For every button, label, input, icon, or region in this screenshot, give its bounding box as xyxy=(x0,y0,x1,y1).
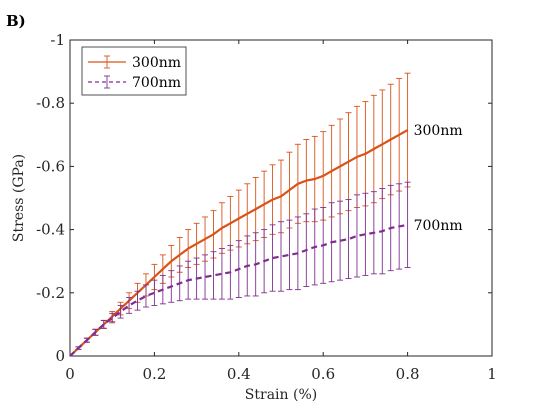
x-tick-label: 0 xyxy=(65,365,75,383)
legend-box xyxy=(81,46,187,96)
series-annotation: 300nm xyxy=(414,123,463,139)
y-axis-title: Stress (GPa) xyxy=(11,154,27,242)
x-tick-label: 0.8 xyxy=(396,365,420,383)
series-300nm xyxy=(69,72,411,357)
y-tick-label: -0.6 xyxy=(36,157,65,175)
x-axis-title: Strain (%) xyxy=(245,387,317,403)
x-axis: 0 0.2 0.4 0.6 0.8 1 xyxy=(65,40,497,383)
series-layer xyxy=(69,72,411,357)
series-annotation: 700nm xyxy=(414,218,463,234)
series-700nm xyxy=(69,181,411,357)
y-tick-label: -0.8 xyxy=(36,94,65,112)
x-tick-label: 0.4 xyxy=(227,365,251,383)
x-tick-label: 0.2 xyxy=(142,365,166,383)
legend-label: 300nm xyxy=(132,55,181,71)
y-tick-label: -1 xyxy=(50,31,65,49)
y-tick-label: -0.2 xyxy=(36,284,65,302)
legend-label: 700nm xyxy=(132,75,181,91)
y-tick-label: 0 xyxy=(55,347,65,365)
legend-entry: 700nm xyxy=(88,75,181,91)
x-tick-label: 0.6 xyxy=(311,365,335,383)
series-line xyxy=(69,223,408,357)
series-line xyxy=(69,129,409,357)
series-annotations: 300nm 700nm xyxy=(414,123,463,234)
legend: 300nm 700nm xyxy=(81,46,187,96)
panel-label: B) xyxy=(6,12,26,30)
x-tick-label: 1 xyxy=(487,365,497,383)
y-axis: 0 -0.2 -0.4 -0.6 -0.8 -1 xyxy=(36,31,492,365)
legend-entry: 300nm xyxy=(88,55,181,71)
y-tick-label: -0.4 xyxy=(36,221,65,239)
